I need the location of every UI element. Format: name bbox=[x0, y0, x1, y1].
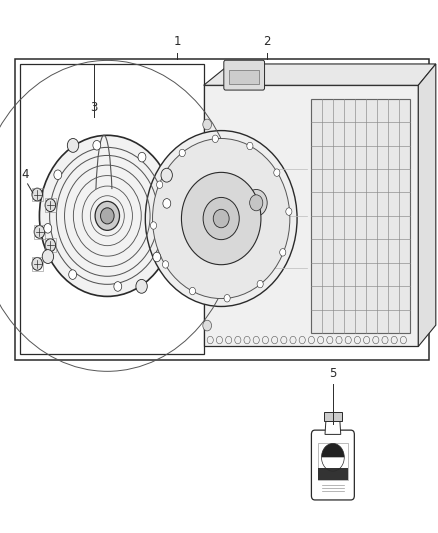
Circle shape bbox=[44, 223, 52, 233]
Circle shape bbox=[203, 320, 212, 331]
Polygon shape bbox=[204, 64, 436, 85]
Circle shape bbox=[203, 179, 212, 190]
Circle shape bbox=[136, 279, 147, 293]
Circle shape bbox=[257, 280, 263, 288]
Bar bbox=[20, 64, 204, 354]
Polygon shape bbox=[325, 421, 341, 434]
Ellipse shape bbox=[152, 139, 290, 298]
Ellipse shape bbox=[213, 209, 229, 228]
Bar bbox=[32, 257, 43, 271]
Ellipse shape bbox=[203, 197, 239, 240]
Text: 3: 3 bbox=[91, 101, 98, 114]
Bar bbox=[34, 225, 45, 239]
Text: 1: 1 bbox=[173, 35, 181, 48]
Bar bbox=[318, 443, 348, 480]
Polygon shape bbox=[418, 64, 436, 346]
Circle shape bbox=[54, 170, 62, 180]
Circle shape bbox=[153, 252, 161, 262]
Text: 2: 2 bbox=[263, 35, 271, 48]
Circle shape bbox=[161, 168, 173, 182]
Bar bbox=[45, 238, 56, 252]
Bar bbox=[204, 85, 418, 346]
Bar bbox=[318, 468, 348, 480]
Circle shape bbox=[150, 222, 156, 229]
Wedge shape bbox=[321, 443, 344, 457]
Circle shape bbox=[245, 190, 267, 216]
Circle shape bbox=[212, 135, 218, 142]
Ellipse shape bbox=[95, 201, 120, 230]
Bar bbox=[324, 412, 342, 421]
Circle shape bbox=[203, 249, 212, 260]
Circle shape bbox=[42, 249, 53, 263]
Ellipse shape bbox=[181, 172, 261, 265]
Circle shape bbox=[156, 181, 162, 189]
Circle shape bbox=[138, 152, 146, 162]
Text: 5: 5 bbox=[329, 367, 336, 380]
Ellipse shape bbox=[39, 135, 175, 296]
Text: 4: 4 bbox=[21, 168, 29, 181]
Circle shape bbox=[45, 199, 56, 212]
Bar bbox=[15, 59, 429, 360]
Circle shape bbox=[189, 287, 195, 295]
Circle shape bbox=[32, 188, 42, 201]
Circle shape bbox=[34, 225, 45, 238]
Circle shape bbox=[274, 169, 280, 176]
Bar bbox=[311, 99, 410, 333]
Circle shape bbox=[247, 142, 253, 150]
Circle shape bbox=[32, 257, 42, 270]
Circle shape bbox=[163, 199, 171, 208]
Circle shape bbox=[179, 149, 185, 157]
Ellipse shape bbox=[100, 208, 114, 224]
FancyBboxPatch shape bbox=[311, 430, 354, 500]
Circle shape bbox=[286, 208, 292, 215]
Circle shape bbox=[67, 139, 79, 152]
Circle shape bbox=[162, 261, 169, 268]
Ellipse shape bbox=[145, 131, 297, 306]
Circle shape bbox=[280, 248, 286, 256]
FancyBboxPatch shape bbox=[224, 60, 265, 90]
Bar bbox=[32, 188, 43, 201]
Circle shape bbox=[93, 141, 101, 150]
Circle shape bbox=[203, 119, 212, 130]
Circle shape bbox=[224, 295, 230, 302]
Circle shape bbox=[250, 195, 263, 211]
Circle shape bbox=[114, 281, 122, 291]
Bar bbox=[45, 198, 56, 212]
Bar bbox=[229, 70, 259, 84]
Circle shape bbox=[69, 270, 77, 279]
Circle shape bbox=[45, 239, 56, 252]
